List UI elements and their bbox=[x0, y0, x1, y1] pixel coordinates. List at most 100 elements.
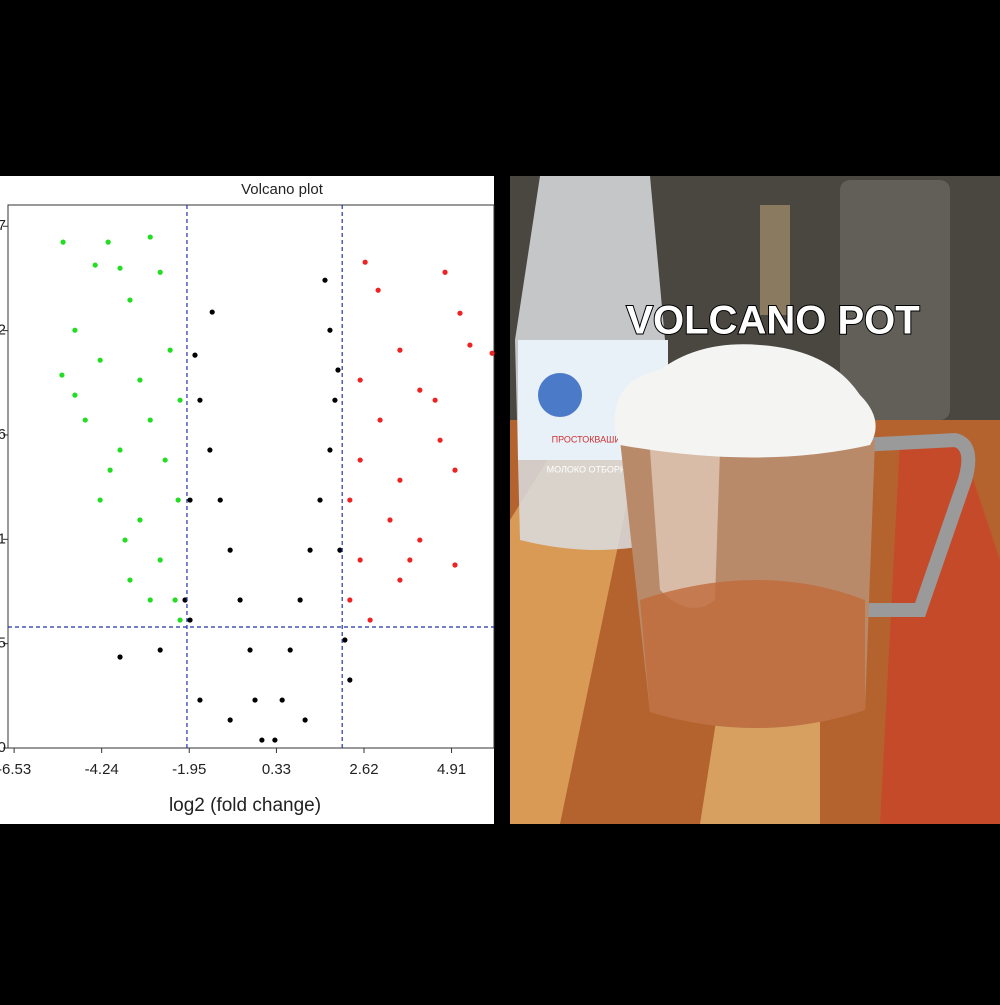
point bbox=[157, 269, 163, 275]
point bbox=[147, 234, 153, 240]
point bbox=[457, 310, 463, 316]
point bbox=[60, 239, 66, 245]
bottle-brand: ПРОСТОКВАШИНО bbox=[552, 434, 635, 444]
point bbox=[417, 387, 423, 393]
y-tick-label: 1 bbox=[0, 530, 6, 547]
point bbox=[387, 517, 393, 523]
mat-stripe bbox=[880, 440, 1000, 824]
point bbox=[127, 577, 133, 583]
milk-foam bbox=[614, 344, 876, 458]
point bbox=[172, 597, 178, 603]
point bbox=[59, 372, 65, 378]
point bbox=[237, 597, 243, 603]
point bbox=[397, 577, 403, 583]
y-tick-label: 2 bbox=[0, 322, 6, 339]
point bbox=[375, 287, 381, 293]
point bbox=[259, 737, 265, 743]
point bbox=[147, 417, 153, 423]
point bbox=[377, 417, 383, 423]
point bbox=[335, 367, 341, 373]
point bbox=[182, 597, 188, 603]
point bbox=[167, 347, 173, 353]
x-tick-label: -1.95 bbox=[172, 761, 206, 778]
point bbox=[342, 637, 348, 643]
plot-frame bbox=[7, 204, 495, 749]
point bbox=[297, 597, 303, 603]
pitcher-reflection bbox=[640, 580, 865, 729]
point bbox=[207, 447, 213, 453]
point bbox=[187, 617, 193, 623]
point bbox=[452, 467, 458, 473]
x-tick-label: -4.24 bbox=[85, 761, 119, 778]
point bbox=[117, 447, 123, 453]
point bbox=[122, 537, 128, 543]
point bbox=[452, 562, 458, 568]
point bbox=[347, 597, 353, 603]
point bbox=[157, 557, 163, 563]
point bbox=[177, 617, 183, 623]
point bbox=[137, 377, 143, 383]
point bbox=[217, 497, 223, 503]
point bbox=[347, 497, 353, 503]
cat-logo bbox=[538, 373, 582, 417]
caption: VOLCANO POT bbox=[626, 299, 919, 343]
point bbox=[489, 350, 495, 356]
point bbox=[137, 517, 143, 523]
y-tick-label: 5 bbox=[0, 635, 6, 652]
point bbox=[177, 397, 183, 403]
point bbox=[337, 547, 343, 553]
point bbox=[192, 352, 198, 358]
point bbox=[187, 497, 193, 503]
point bbox=[97, 497, 103, 503]
point bbox=[287, 647, 293, 653]
point bbox=[347, 677, 353, 683]
point bbox=[107, 467, 113, 473]
point bbox=[442, 269, 448, 275]
point bbox=[175, 497, 181, 503]
point bbox=[367, 617, 373, 623]
point bbox=[72, 327, 78, 333]
point bbox=[252, 697, 258, 703]
x-tick-label: 4.91 bbox=[437, 761, 466, 778]
point bbox=[437, 437, 443, 443]
point bbox=[432, 397, 438, 403]
point bbox=[302, 717, 308, 723]
point bbox=[92, 262, 98, 268]
point bbox=[357, 377, 363, 383]
point bbox=[197, 397, 203, 403]
point bbox=[407, 557, 413, 563]
point bbox=[362, 259, 368, 265]
pitcher-handle bbox=[859, 432, 976, 617]
y-tick-label: 0 bbox=[0, 739, 6, 756]
point bbox=[397, 347, 403, 353]
point bbox=[227, 717, 233, 723]
point bbox=[147, 597, 153, 603]
point bbox=[97, 357, 103, 363]
point bbox=[279, 697, 285, 703]
point bbox=[127, 297, 133, 303]
x-axis-label: log2 (fold change) bbox=[169, 795, 321, 816]
point bbox=[307, 547, 313, 553]
y-tick-label: 6 bbox=[0, 426, 6, 443]
point bbox=[72, 392, 78, 398]
photo: ПРОСТОКВАШИНО МОЛОКО ОТБОРНОЕ VOLCANO PO… bbox=[510, 176, 1000, 824]
point bbox=[357, 557, 363, 563]
plot-area: -6.53 -4.24 -1.95 0.33 2.62 4.91 0 5 1 6 2 7 bbox=[0, 204, 495, 778]
point bbox=[247, 647, 253, 653]
point bbox=[157, 647, 163, 653]
bottle-product: МОЛОКО ОТБОРНОЕ bbox=[547, 464, 640, 474]
point bbox=[332, 397, 338, 403]
point bbox=[397, 477, 403, 483]
y-tick-label: 7 bbox=[0, 217, 6, 234]
point bbox=[82, 417, 88, 423]
plot-panel bbox=[0, 176, 494, 824]
point bbox=[272, 737, 278, 743]
point bbox=[117, 654, 123, 660]
point bbox=[227, 547, 233, 553]
point bbox=[162, 457, 168, 463]
point bbox=[317, 497, 323, 503]
x-tick-label: 0.33 bbox=[262, 761, 291, 778]
x-tick-label: -6.53 bbox=[0, 761, 31, 778]
pitcher-reflection bbox=[650, 450, 720, 608]
